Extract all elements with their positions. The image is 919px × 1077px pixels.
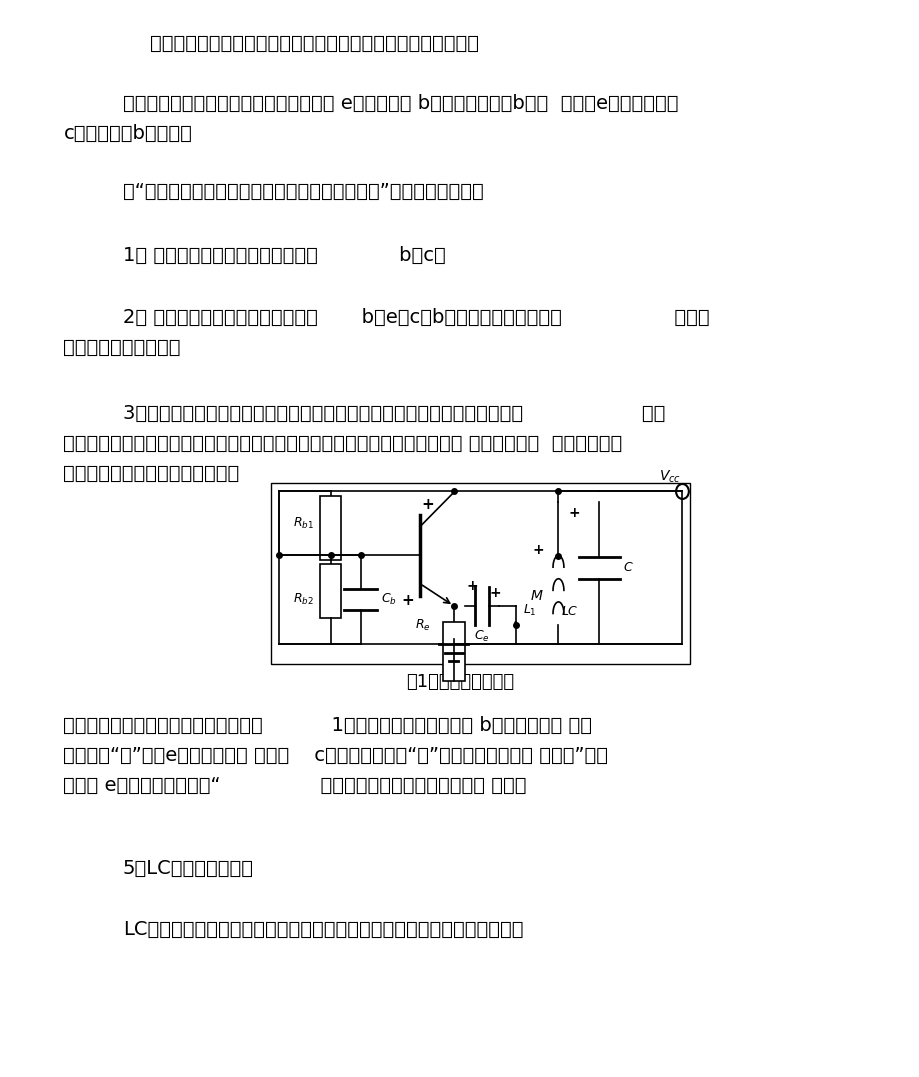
Text: +: + [489,586,501,600]
Text: 山于振荡电路是单口网络，那么如何确定振荡电路的输入端呢？: 山于振荡电路是单口网络，那么如何确定振荡电路的输入端呢？ [150,34,479,53]
Text: 瞬时极性“＋”应们e极加入，输出 耦合，    c极的瞬时极性为“＋”，经变压器耦合和 电容＋”，说: 瞬时极性“＋”应们e极加入，输出 耦合， c极的瞬时极性为“＋”，经变压器耦合和… [63,745,607,765]
Text: 5．LC三端式振荡电路: 5．LC三端式振荡电路 [122,859,254,878]
Text: $R_e$: $R_e$ [414,617,430,632]
Text: 2） 极性相同的情况有：共射组态的       b与e共c共b组态的各极间，电阱、                  电容、: 2） 极性相同的情况有：共射组态的 b与e共c共b组态的各极间，电阱、 电容、 [122,308,709,326]
Text: +: + [466,579,477,593]
Bar [442,621,464,681]
Text: LC三端式振荡电路有电容三端式和电感三端式振荡焵路。电路特征：单口网: LC三端式振荡电路有电容三端式和电感三端式振荡焵路。电路特征：单口网 [122,920,523,939]
Text: 3）变压器的初级、次级线圈各有一端交流接地，则其它两端的相位关系：若                   为同: 3）变压器的初级、次级线圈各有一端交流接地，则其它两端的相位关系：若 为同 [122,404,664,423]
Text: +: + [532,543,544,557]
Text: c极，信号从b极输入。: c极，信号从b极输入。 [63,124,192,143]
Text: 1） 极性相反的情况有：共射组态的             b与c。: 1） 极性相反的情况有：共射组态的 b与c。 [122,246,445,265]
Text: 以调集调谐型振荡电路为例，电路如图           1所示。首先判断电路是共 b极，则输入信 号的: 以调集调谐型振荡电路为例，电路如图 1所示。首先判断电路是共 b极，则输入信 号… [63,716,592,735]
Bar [319,496,341,560]
Text: 先根据旁路电容确定电路的组态，对于共 e极，信号从 b极输入；对于共b极，  信号们e极输入；对于: 先根据旁路电容确定电路的组态，对于共 e极，信号从 b极输入；对于共b极， 信号… [122,94,677,113]
Text: $C_b$: $C_b$ [380,592,396,607]
Text: $C_e$: $C_e$ [473,629,489,644]
Text: 反馈回 e极的瞬时极性也为“                明增强了输入信号，因此电路引 入正反: 反馈回 e极的瞬时极性也为“ 明增强了输入信号，因此电路引 入正反 [63,775,527,795]
Bar [319,564,341,617]
Text: +: + [568,506,579,520]
Text: $R_{b1}$: $R_{b1}$ [293,516,313,531]
Text: M: M [530,588,542,602]
Text: 在“逐级标出放大电路中有关点的电压的瞬时极性”应注意以下几点：: 在“逐级标出放大电路中有关点的电压的瞬时极性”应注意以下几点： [122,182,482,200]
Text: +: + [402,593,414,607]
Text: $L_1$: $L_1$ [522,602,536,617]
Text: $V_{cc}$: $V_{cc}$ [658,468,680,485]
Text: $C$: $C$ [622,561,633,574]
Text: 电感、导通的二极管。: 电感、导通的二极管。 [63,337,181,356]
Text: +: + [421,496,434,512]
Text: 相位与不接地的绕组端相位相同。: 相位与不接地的绕组端相位相同。 [63,464,240,482]
Text: $LC$: $LC$ [561,604,578,617]
Text: 图1互感耦合调集电路: 图1互感耦合调集电路 [405,673,514,691]
Bar [271,482,689,663]
Text: $R_{b2}$: $R_{b2}$ [293,592,313,607]
Text: 名端，则相位相同，若互为异名端，则相位相反。对于有抄头的绕组（绕组有 一端接地），  其中间抄头的: 名端，则相位相同，若互为异名端，则相位相反。对于有抄头的绕组（绕组有 一端接地）… [63,434,622,452]
